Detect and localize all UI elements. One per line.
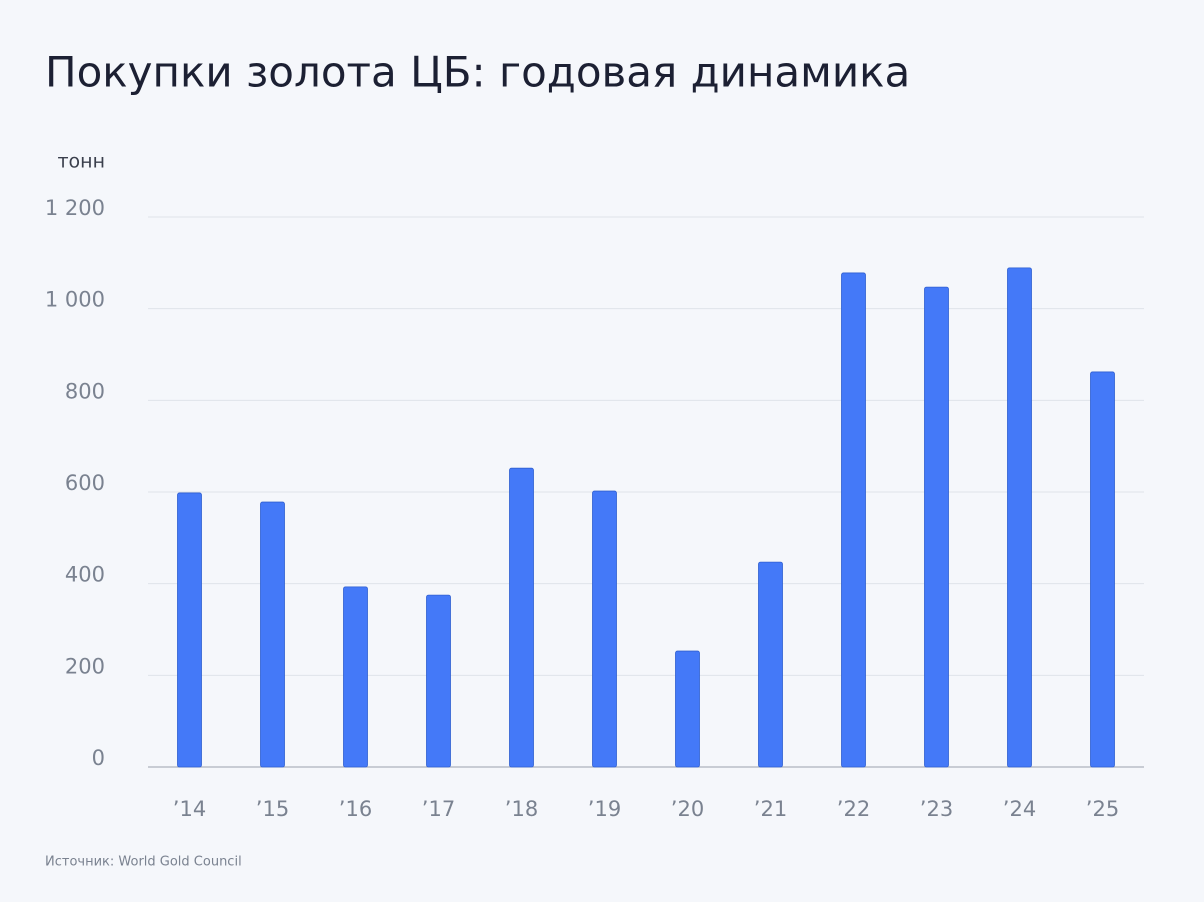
chart-title: Покупки золота ЦБ: годовая динамика xyxy=(45,48,910,97)
y-tick-label: 0 xyxy=(92,746,105,770)
bar xyxy=(1007,267,1032,768)
bar xyxy=(675,650,700,768)
bar xyxy=(1090,371,1115,768)
bar xyxy=(841,272,866,768)
x-tick-label: ’18 xyxy=(505,797,538,821)
x-tick-label: ’24 xyxy=(1003,797,1036,821)
y-tick-label: 200 xyxy=(65,654,105,678)
y-axis-label: тонн xyxy=(57,151,105,173)
bar xyxy=(509,467,534,768)
bar xyxy=(260,501,285,768)
x-tick-label: ’17 xyxy=(422,797,455,821)
bar xyxy=(592,490,617,768)
y-tick-label: 400 xyxy=(65,563,105,587)
y-tick-label: 600 xyxy=(65,471,105,495)
source: Источник: World Gold Council xyxy=(45,855,242,870)
bar xyxy=(343,586,368,768)
x-tick-label: ’14 xyxy=(173,797,206,821)
x-tick-label: ’22 xyxy=(837,797,870,821)
x-tick-label: ’15 xyxy=(256,797,289,821)
y-tick-label: 1 000 xyxy=(45,288,105,312)
y-tick-label: 800 xyxy=(65,379,105,403)
x-tick-label: ’23 xyxy=(920,797,953,821)
bar xyxy=(177,492,202,768)
x-tick-label: ’25 xyxy=(1086,797,1119,821)
bar xyxy=(758,561,783,768)
x-tick-label: ’19 xyxy=(588,797,621,821)
x-tick-label: ’16 xyxy=(339,797,372,821)
bar xyxy=(426,594,451,768)
x-tick-label: ’21 xyxy=(754,797,787,821)
y-tick-label: 1 200 xyxy=(45,196,105,220)
x-tick-label: ’20 xyxy=(671,797,704,821)
bar xyxy=(924,286,949,768)
